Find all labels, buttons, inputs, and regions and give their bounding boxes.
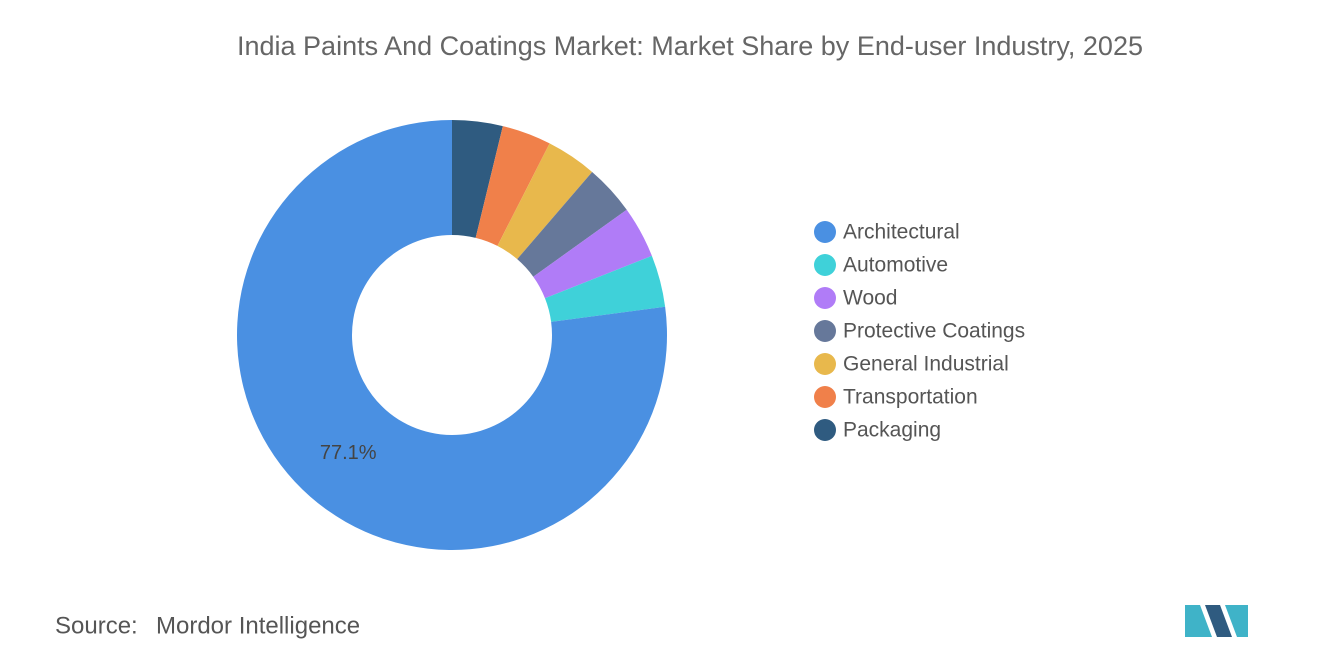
legend-label: Transportation — [843, 386, 978, 409]
logo-part — [1185, 605, 1212, 637]
legend-label: General Industrial — [843, 353, 1009, 376]
legend-marker — [814, 353, 836, 375]
logo-part — [1205, 605, 1232, 637]
donut-slice — [452, 120, 503, 238]
donut-slice — [497, 143, 593, 260]
source-label: Source: — [55, 612, 138, 639]
legend-marker — [814, 221, 836, 243]
donut-slice — [475, 126, 550, 246]
donut-slice — [237, 120, 668, 550]
legend-marker — [814, 419, 836, 441]
legend-label: Packaging — [843, 419, 941, 442]
logo-part — [1225, 605, 1248, 637]
legend-label: Protective Coatings — [843, 320, 1025, 343]
donut-slice — [533, 209, 652, 299]
source-text: Mordor Intelligence — [156, 612, 360, 639]
chart-title: India Paints And Coatings Market: Market… — [237, 31, 1143, 61]
donut-slice — [517, 171, 627, 277]
legend-label: Wood — [843, 287, 897, 310]
logo — [1185, 605, 1248, 637]
legend-marker — [814, 386, 836, 408]
donut-slice — [544, 255, 666, 322]
legend-marker — [814, 287, 836, 309]
legend-marker — [814, 320, 836, 342]
data-label: 77.1% — [320, 442, 377, 464]
legend-label: Automotive — [843, 254, 948, 277]
legend-marker — [814, 254, 836, 276]
legend-label: Architectural — [843, 221, 960, 244]
